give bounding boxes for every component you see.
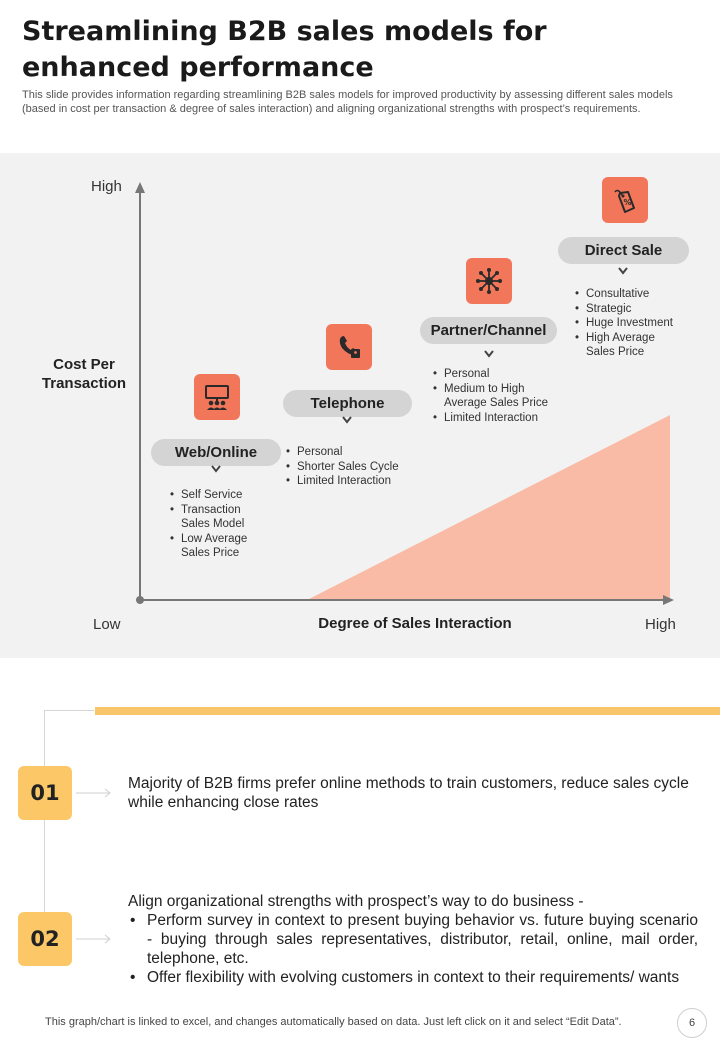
list-item: Low Average Sales Price (170, 532, 270, 561)
phone-icon (326, 324, 372, 370)
x-axis-arrow (663, 595, 674, 605)
partner-channel-points: Personal Medium to High Average Sales Pr… (433, 367, 553, 425)
diagram-panel: High Low High Cost Per Transaction Degre… (0, 153, 720, 658)
y-axis-high-label: High (91, 178, 122, 195)
connector-line (44, 710, 94, 711)
chevron-down-icon (211, 465, 221, 473)
model-web-online: Web/Online (151, 439, 281, 466)
direct-sale-points: Consultative Strategic Huge Investment H… (575, 287, 675, 360)
slide-title: Streamlining B2B sales models for enhanc… (22, 16, 547, 83)
list-item: Personal (286, 445, 416, 460)
model-direct-sale: Direct Sale (558, 237, 689, 264)
chevron-down-icon (342, 416, 352, 424)
insight-number-02: 02 (18, 912, 72, 966)
list-item: Self Service (170, 488, 270, 503)
y-axis-title: Cost Per Transaction (41, 356, 127, 392)
y-axis-arrow (135, 182, 145, 193)
chevron-down-icon (484, 350, 494, 358)
svg-text:%: % (623, 198, 631, 207)
list-item: Personal (433, 367, 553, 382)
list-item: Offer flexibility with evolving customer… (128, 968, 698, 987)
list-item: High Average Sales Price (575, 331, 675, 360)
list-item: Medium to High Average Sales Price (433, 382, 553, 411)
insight-text-01: Majority of B2B firms prefer online meth… (128, 775, 689, 811)
presentation-icon (194, 374, 240, 420)
list-item: Strategic (575, 302, 675, 317)
list-item: Shorter Sales Cycle (286, 460, 416, 475)
insight-text-02: Align organizational strengths with pros… (128, 893, 584, 910)
insight-number-01: 01 (18, 766, 72, 820)
list-item: Limited Interaction (433, 411, 553, 426)
model-partner-channel: Partner/Channel (420, 317, 557, 344)
axes (135, 182, 674, 605)
insight-block-02: Align organizational strengths with pros… (128, 892, 698, 987)
price-tag-icon: % (602, 177, 648, 223)
y-axis-low-label: Low (93, 616, 121, 633)
axis-origin (136, 596, 144, 604)
interaction-wedge (307, 415, 670, 600)
list-item: Perform survey in context to present buy… (128, 911, 698, 968)
page-number: 6 (677, 1008, 707, 1038)
web-online-points: Self Service Transaction Sales Model Low… (170, 488, 270, 561)
arrow-right-icon (76, 934, 111, 944)
list-item: Transaction Sales Model (170, 503, 270, 532)
telephone-points: Personal Shorter Sales Cycle Limited Int… (286, 445, 416, 489)
arrow-right-icon (76, 788, 111, 798)
x-axis-title: Degree of Sales Interaction (318, 615, 512, 632)
insight-bullets-02: Perform survey in context to present buy… (128, 911, 698, 987)
accent-bar (95, 707, 720, 715)
connector-line (44, 710, 45, 940)
chevron-down-icon (618, 267, 628, 275)
x-axis-high-label: High (645, 616, 676, 633)
list-item: Huge Investment (575, 316, 675, 331)
network-icon (466, 258, 512, 304)
slide-subtitle: This slide provides information regardin… (22, 89, 673, 115)
list-item: Limited Interaction (286, 474, 416, 489)
list-item: Consultative (575, 287, 675, 302)
model-telephone: Telephone (283, 390, 412, 417)
footer-note: This graph/chart is linked to excel, and… (45, 1016, 622, 1028)
